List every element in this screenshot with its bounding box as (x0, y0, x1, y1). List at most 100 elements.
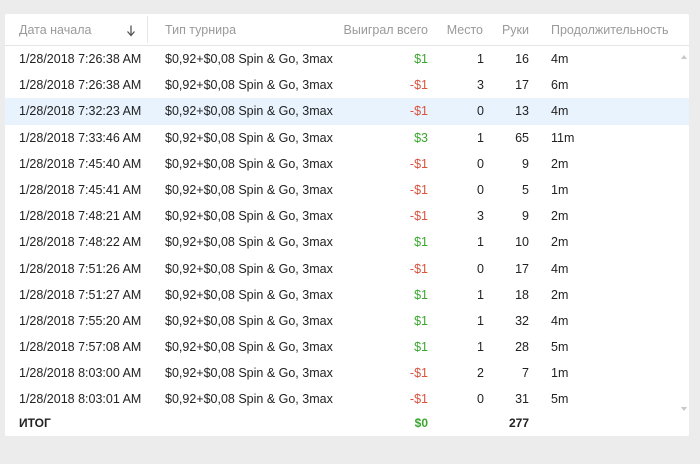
tournament-table: Дата начала Тип турнира Выиграл всего Ме… (5, 14, 689, 436)
cell-duration: 2m (551, 287, 569, 302)
scroll-down-icon[interactable] (681, 407, 687, 411)
cell-type: $0,92+$0,08 Spin & Go, 3max (165, 261, 333, 276)
cell-place: 2 (477, 366, 484, 381)
cell-hands: 17 (515, 261, 529, 276)
cell-won: -$1 (409, 182, 428, 197)
cell-won: -$1 (409, 104, 428, 119)
cell-type: $0,92+$0,08 Spin & Go, 3max (165, 340, 333, 355)
cell-won: $1 (414, 287, 428, 302)
cell-place: 0 (477, 104, 484, 119)
cell-place: 0 (477, 392, 484, 407)
cell-duration: 11m (551, 130, 575, 145)
table-row[interactable]: 1/28/2018 7:57:08 AM $0,92+$0,08 Spin & G… (5, 334, 689, 360)
table-row[interactable]: 1/28/2018 7:51:26 AM $0,92+$0,08 Spin & G… (5, 256, 689, 282)
cell-date: 1/28/2018 7:48:22 AM (19, 235, 142, 250)
cell-date: 1/28/2018 7:26:38 AM (19, 78, 142, 93)
arrow-down-icon[interactable] (126, 25, 136, 37)
cell-type: $0,92+$0,08 Spin & Go, 3max (165, 235, 333, 250)
table-row[interactable]: 1/28/2018 7:48:22 AM $0,92+$0,08 Spin & G… (5, 229, 689, 255)
cell-hands: 17 (515, 78, 529, 93)
cell-duration: 6m (551, 78, 569, 93)
cell-hands: 13 (515, 104, 529, 119)
total-label: ИТОГ (19, 416, 51, 430)
cell-hands: 28 (515, 340, 529, 355)
cell-hands: 5 (522, 182, 529, 197)
cell-place: 1 (477, 313, 484, 328)
cell-type: $0,92+$0,08 Spin & Go, 3max (165, 52, 333, 66)
table-row[interactable]: 1/28/2018 8:03:01 AM $0,92+$0,08 Spin & G… (5, 386, 689, 412)
cell-won: $1 (414, 313, 428, 328)
table-footer: ИТОГ $0 277 (5, 413, 689, 433)
cell-type: $0,92+$0,08 Spin & Go, 3max (165, 287, 333, 302)
table-row[interactable]: 1/28/2018 7:45:40 AM $0,92+$0,08 Spin & G… (5, 151, 689, 177)
column-header-hands[interactable]: Руки (501, 23, 529, 37)
cell-place: 1 (477, 235, 484, 250)
cell-hands: 7 (522, 366, 529, 381)
cell-won: $3 (414, 130, 428, 145)
cell-date: 1/28/2018 7:51:27 AM (19, 287, 142, 302)
cell-won: $1 (414, 52, 428, 66)
cell-type: $0,92+$0,08 Spin & Go, 3max (165, 392, 333, 407)
table-row[interactable]: 1/28/2018 7:55:20 AM $0,92+$0,08 Spin & G… (5, 308, 689, 334)
cell-type: $0,92+$0,08 Spin & Go, 3max (165, 313, 333, 328)
cell-place: 3 (477, 78, 484, 93)
cell-type: $0,92+$0,08 Spin & Go, 3max (165, 130, 333, 145)
cell-hands: 9 (522, 209, 529, 224)
cell-date: 1/28/2018 7:57:08 AM (19, 340, 142, 355)
cell-place: 1 (477, 340, 484, 355)
cell-date: 1/28/2018 8:03:01 AM (19, 392, 142, 407)
column-header-duration[interactable]: Продолжительность (551, 23, 669, 37)
cell-duration: 5m (551, 392, 569, 407)
cell-date: 1/28/2018 7:51:26 AM (19, 261, 142, 276)
cell-duration: 1m (551, 182, 569, 197)
table-row[interactable]: 1/28/2018 7:26:38 AM $0,92+$0,08 Spin & G… (5, 72, 689, 98)
cell-won: $1 (414, 235, 428, 250)
cell-won: -$1 (409, 78, 428, 93)
cell-duration: 1m (551, 366, 569, 381)
column-header-won[interactable]: Выиграл всего (343, 23, 428, 37)
cell-type: $0,92+$0,08 Spin & Go, 3max (165, 78, 333, 93)
cell-won: $1 (414, 340, 428, 355)
cell-hands: 9 (522, 156, 529, 171)
table-row[interactable]: 1/28/2018 7:45:41 AM $0,92+$0,08 Spin & G… (5, 177, 689, 203)
cell-duration: 4m (551, 52, 569, 66)
cell-won: -$1 (409, 261, 428, 276)
cell-date: 1/28/2018 7:33:46 AM (19, 130, 142, 145)
cell-date: 1/28/2018 7:32:23 AM (19, 104, 142, 119)
cell-hands: 18 (515, 287, 529, 302)
column-header-type[interactable]: Тип турнира (165, 23, 237, 37)
cell-duration: 2m (551, 235, 569, 250)
cell-duration: 2m (551, 156, 569, 171)
cell-hands: 10 (515, 235, 529, 250)
cell-type: $0,92+$0,08 Spin & Go, 3max (165, 209, 333, 224)
cell-date: 1/28/2018 7:48:21 AM (19, 209, 142, 224)
cell-type: $0,92+$0,08 Spin & Go, 3max (165, 366, 333, 381)
cell-type: $0,92+$0,08 Spin & Go, 3max (165, 182, 333, 197)
table-row[interactable]: 1/28/2018 8:03:00 AM $0,92+$0,08 Spin & G… (5, 360, 689, 386)
column-separator (147, 16, 148, 43)
cell-hands: 65 (515, 130, 529, 145)
cell-duration: 4m (551, 261, 569, 276)
scroll-up-icon[interactable] (681, 55, 687, 59)
cell-place: 0 (477, 182, 484, 197)
cell-place: 0 (477, 261, 484, 276)
cell-place: 1 (477, 130, 484, 145)
table-row[interactable]: 1/28/2018 7:51:27 AM $0,92+$0,08 Spin & G… (5, 282, 689, 308)
column-header-date[interactable]: Дата начала (19, 23, 92, 37)
cell-won: -$1 (409, 366, 428, 381)
table-row[interactable]: 1/28/2018 7:26:38 AM $0,92+$0,08 Spin & G… (5, 46, 689, 72)
table-row[interactable]: 1/28/2018 7:33:46 AM $0,92+$0,08 Spin & G… (5, 125, 689, 151)
cell-date: 1/28/2018 7:45:41 AM (19, 182, 142, 197)
table-row[interactable]: 1/28/2018 7:48:21 AM $0,92+$0,08 Spin & G… (5, 203, 689, 229)
cell-place: 3 (477, 209, 484, 224)
cell-place: 1 (477, 52, 484, 66)
cell-date: 1/28/2018 7:55:20 AM (19, 313, 142, 328)
cell-hands: 32 (515, 313, 529, 328)
cell-date: 1/28/2018 7:45:40 AM (19, 156, 142, 171)
cell-duration: 5m (551, 340, 569, 355)
column-header-place[interactable]: Место (446, 23, 483, 37)
cell-date: 1/28/2018 8:03:00 AM (19, 366, 142, 381)
cell-duration: 2m (551, 209, 569, 224)
cell-type: $0,92+$0,08 Spin & Go, 3max (165, 104, 333, 119)
table-row[interactable]: 1/28/2018 7:32:23 AM $0,92+$0,08 Spin & G… (5, 98, 689, 125)
